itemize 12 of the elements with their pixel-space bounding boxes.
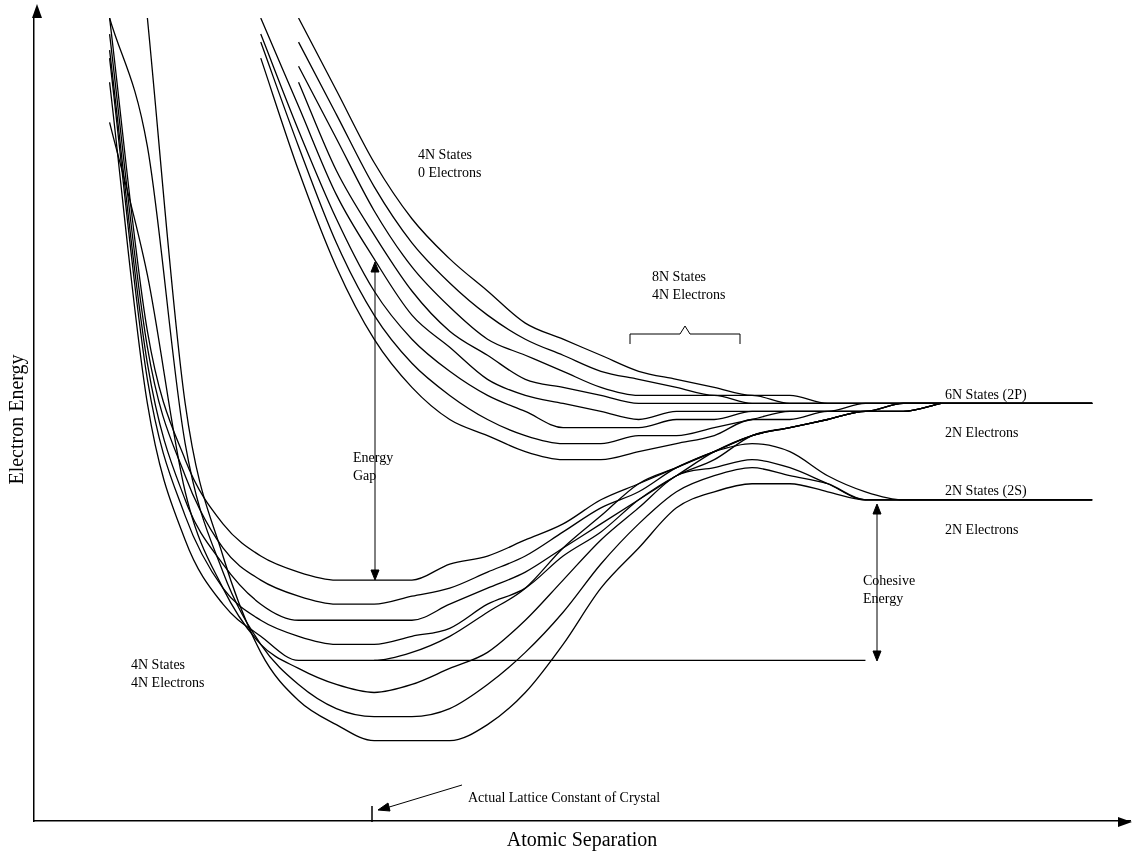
annotation: 4N States 0 Electrons bbox=[418, 146, 482, 180]
annotation: 6N States (2P) bbox=[945, 386, 1027, 403]
annotation: Actual Lattice Constant of Crystal bbox=[468, 789, 661, 805]
annotation: Cohesive Energy bbox=[863, 572, 916, 606]
annotation: Energy Gap bbox=[353, 449, 394, 483]
annotation: 8N States 4N Electrons bbox=[652, 268, 726, 302]
x-axis-title: Atomic Separation bbox=[506, 828, 658, 852]
annotation: 2N Electrons bbox=[945, 521, 1019, 537]
annotation: 4N States 4N Electrons bbox=[131, 656, 205, 690]
annotation: 2N States (2S) bbox=[945, 482, 1027, 499]
y-axis-title: Electron Energy bbox=[5, 354, 29, 485]
annotation: 2N Electrons bbox=[945, 424, 1019, 440]
